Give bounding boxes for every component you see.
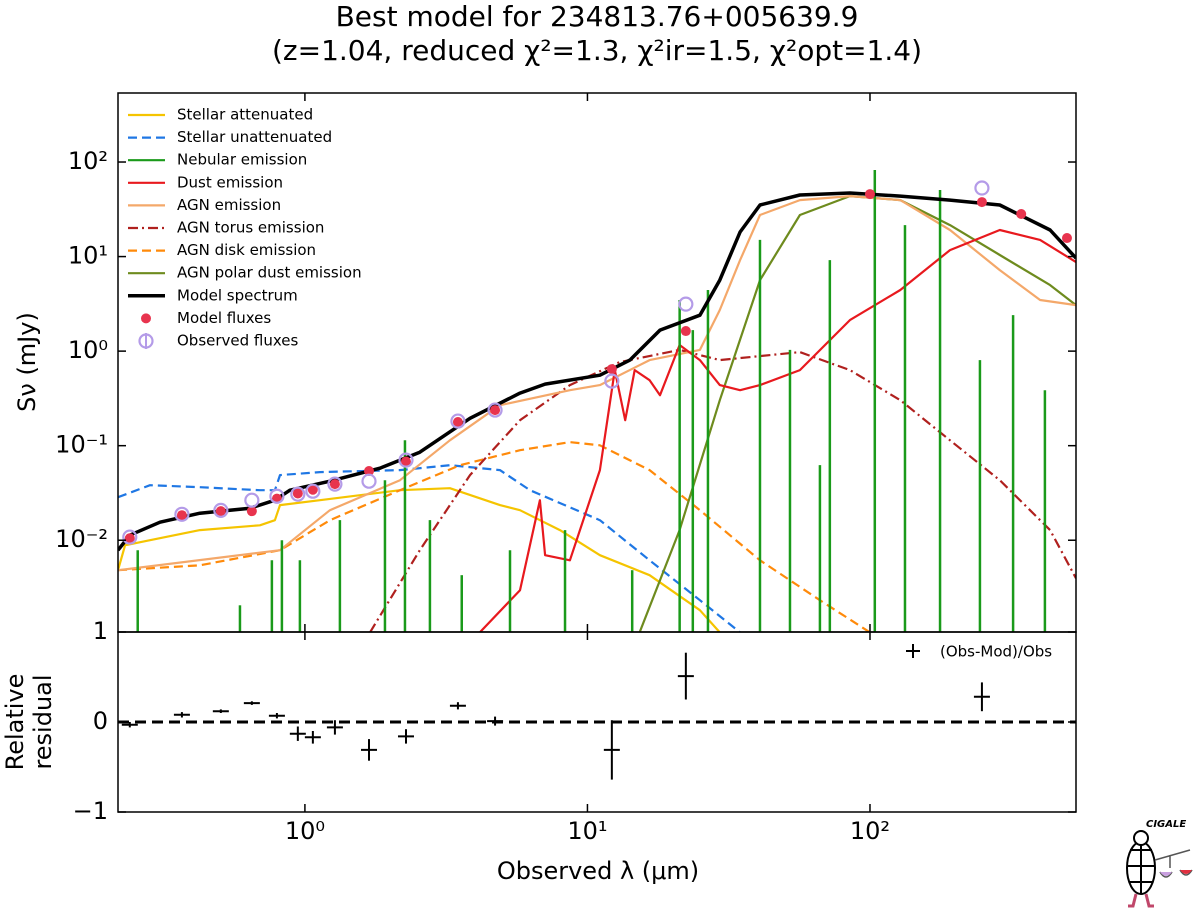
observed-flux [361,473,377,489]
model-flux [452,416,463,427]
legend-label: Model spectrum [177,286,298,304]
model-flux [124,533,135,544]
observed-flux [398,452,414,468]
observed-flux [305,483,321,499]
model-flux [400,456,411,467]
model-flux [246,506,257,517]
series-line [118,441,871,632]
observed-flux [213,502,229,518]
logo-scale [1154,849,1193,878]
observed-flux [174,506,190,522]
legend-label: Observed fluxes [177,332,299,350]
model-flux [976,197,987,208]
model-flux [215,506,226,517]
model-flux [292,488,303,499]
y-tick-label: 10¹ [68,242,108,270]
logo-pan [1160,872,1172,876]
x-tick-label: 10⁰ [285,817,325,845]
observed-flux [604,373,620,389]
series-line [118,464,741,632]
legend-label: Stellar attenuated [177,106,313,124]
legend-label: Nebular emission [177,151,307,169]
legend-label: AGN torus emission [177,219,324,237]
logo-pan [1180,870,1192,874]
observed-flux [122,529,138,545]
y-axis-label: Relative [1,674,29,771]
legend-label: Dust emission [177,173,283,191]
series-line [118,191,1076,552]
logo-head [1133,830,1149,846]
observed-flux [487,402,503,418]
series-line [638,195,1076,632]
chart-title: Best model for 234813.76+005639.9 [336,0,859,33]
model-flux [176,510,187,521]
series-line [118,195,1076,572]
observed-flux [450,413,466,429]
y-tick-label: 0 [93,707,108,735]
y-tick-label: 10⁰ [68,336,108,364]
series-line [118,487,721,632]
logo-lines [1128,842,1154,894]
model-flux [680,326,691,337]
legend-label: Model fluxes [177,309,271,327]
y-tick-label: 1 [93,617,108,645]
x-axis-label: Observed λ (μm) [497,857,699,885]
y-tick-label: 10² [68,147,108,175]
observed-flux [327,476,343,492]
model-flux [490,405,501,416]
legend-label: AGN disk emission [177,241,316,259]
y-tick-label: 10⁻² [55,525,108,553]
x-tick-label: 10¹ [567,817,607,845]
y-axis-label: Sν (mJy) [13,312,41,412]
logo-legs [1128,893,1154,908]
residual-plot [118,652,1076,780]
observed-flux [678,296,694,312]
model-flux [329,479,340,490]
top-plot [118,170,1076,632]
legend-label: AGN emission [177,196,281,214]
logo-text: CIGALE [1146,819,1186,830]
model-flux [1016,209,1027,220]
legend-label: Stellar unattenuated [177,128,332,146]
observed-flux [269,488,285,504]
legend-label: AGN polar dust emission [177,264,362,282]
legend-marker [141,313,151,324]
y-tick-label: 10⁻¹ [55,431,108,459]
model-flux [606,364,617,375]
chart-subtitle: (z=1.04, reduced χ²=1.3, χ²ir=1.5, χ²opt… [272,34,922,67]
logo: CIGALE [1126,819,1193,908]
model-flux [364,465,375,476]
y-axis-label: residual [29,674,57,769]
observed-flux [290,486,306,502]
model-flux [864,189,875,200]
axes: 10⁻² 10⁻¹ 10⁰ 10¹ 10² 10⁰ 10¹ 10² −1 0 1 Stellar at… [55,92,1077,845]
observed-flux [974,180,990,196]
model-flux [1061,233,1072,244]
model-flux [307,484,318,495]
x-tick-label: 10² [850,817,890,845]
series-line [479,228,1076,632]
observed-flux [244,492,260,508]
y-tick-label: −1 [73,797,108,825]
legend-label: (Obs-Mod)/Obs [940,643,1052,661]
